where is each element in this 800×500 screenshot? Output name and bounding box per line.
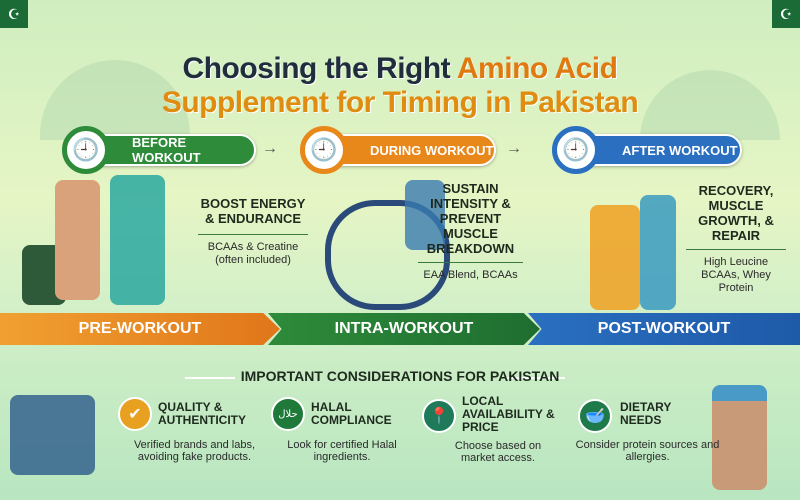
benefit-text: SUSTAIN INTENSITY & PREVENT MUSCLE BREAK… xyxy=(426,181,515,256)
clock-icon: 🕘 xyxy=(300,126,348,174)
consideration-desc: Consider protein sources and allergies. xyxy=(575,439,720,463)
title-line-1: Choosing the Right Amino Acid xyxy=(182,52,618,85)
supplements-text: BCAAs & Creatine (often included) xyxy=(198,234,308,267)
benefit-text: RECOVERY, MUSCLE GROWTH, & REPAIR xyxy=(698,183,774,243)
jumping-woman-illustration xyxy=(405,180,445,250)
consideration-title: HALAL COMPLIANCE xyxy=(311,400,392,427)
title-line-2: Supplement for Timing in Pakistan xyxy=(161,86,639,119)
bowl-icon: 🥣 xyxy=(578,399,612,433)
post-workout-band: POST-WORKOUT xyxy=(528,313,800,345)
consideration-desc: Verified brands and labs, avoiding fake … xyxy=(133,439,256,463)
during-workout-info: SUSTAIN INTENSITY & PREVENT MUSCLE BREAK… xyxy=(418,181,523,282)
arrow-icon: → xyxy=(506,140,522,157)
divider xyxy=(505,377,565,379)
halal-icon: حلال xyxy=(271,397,305,431)
consideration-desc: Choose based on market access. xyxy=(454,440,542,464)
considerations-heading: IMPORTANT CONSIDERATIONS FOR PAKISTAN xyxy=(240,368,560,384)
pakistan-flag-icon: ☪ xyxy=(772,0,800,28)
award-ribbon-icon: ✔ xyxy=(118,397,152,431)
pakistan-flag-icon: ☪ xyxy=(0,0,28,28)
after-workout-info: RECOVERY, MUSCLE GROWTH, & REPAIR High L… xyxy=(686,183,786,295)
cyclist-illustration xyxy=(325,200,450,310)
clock-icon: 🕘 xyxy=(552,126,600,174)
supplements-text: EAA Blend, BCAAs xyxy=(418,262,523,282)
pre-workout-band: PRE-WORKOUT xyxy=(0,313,280,345)
before-workout-info: BOOST ENERGY & ENDURANCE BCAAs & Creatin… xyxy=(198,196,308,267)
consideration-title: DIETARY NEEDS xyxy=(620,400,672,427)
consideration-title: LOCAL AVAILABILITY & PRICE xyxy=(462,394,555,434)
arrow-icon: → xyxy=(262,140,278,157)
consideration-desc: Look for certified Halal ingredients. xyxy=(287,439,397,463)
benefit-text: BOOST ENERGY & ENDURANCE xyxy=(200,196,306,226)
shaker-bottle-illustration xyxy=(712,385,767,490)
supplements-text: High Leucine BCAAs, Whey Protein xyxy=(686,249,786,295)
divider xyxy=(185,377,235,379)
intra-workout-band: INTRA-WORKOUT xyxy=(268,313,540,345)
weightlifter-illustration xyxy=(55,180,100,300)
runner-illustration xyxy=(110,175,165,305)
consideration-title: QUALITY & AUTHENTICITY xyxy=(158,400,246,427)
supplement-bottles-illustration xyxy=(10,395,95,475)
clock-icon: 🕘 xyxy=(62,126,110,174)
stretching-woman-illustration xyxy=(590,205,640,310)
drinking-woman-illustration xyxy=(640,195,676,310)
map-pin-icon: 📍 xyxy=(422,399,456,433)
